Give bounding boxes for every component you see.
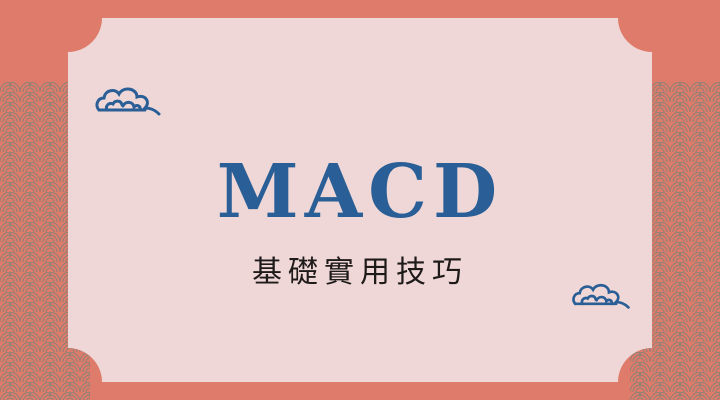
page-subtitle: 基礎實用技巧: [252, 255, 468, 290]
card-background: [68, 18, 652, 382]
auspicious-cloud-icon: [93, 82, 163, 122]
page-title: MACD: [216, 149, 504, 235]
auspicious-cloud-icon: [570, 279, 632, 315]
title-card: [68, 18, 652, 382]
